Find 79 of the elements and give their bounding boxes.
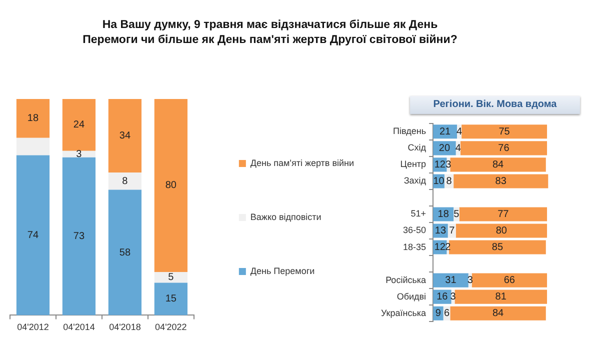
data-label: 7 (449, 226, 456, 237)
data-label: 21 (439, 126, 452, 138)
data-label: 18 (438, 208, 450, 220)
data-label: 5 (454, 208, 460, 220)
data-label: 16 (436, 292, 448, 303)
bar (108, 172, 142, 190)
data-label: 80 (496, 226, 508, 237)
bar (459, 207, 548, 222)
x-tick-label: 04'2012 (17, 322, 49, 332)
data-label: 75 (498, 126, 510, 138)
bar (460, 141, 548, 156)
x-tick-label: 04'2018 (109, 322, 141, 332)
data-label: 6 (444, 308, 450, 320)
bar (62, 150, 96, 158)
bar (462, 124, 548, 139)
bar (16, 138, 50, 156)
legend-label: День пам'яті жертв війни (250, 158, 354, 168)
x-tick-label: 04'2022 (155, 322, 187, 332)
data-label: 24 (73, 120, 85, 131)
bar (449, 240, 546, 254)
data-label: 20 (438, 142, 450, 154)
data-label: 76 (498, 142, 510, 154)
bar (16, 99, 50, 138)
y-tick-label: Південь (392, 126, 426, 136)
bar (62, 157, 96, 316)
bar (454, 174, 548, 188)
bar (16, 155, 50, 316)
data-label: 81 (495, 292, 507, 303)
bar (450, 158, 546, 172)
data-label: 84 (492, 308, 504, 320)
data-label: 34 (119, 130, 131, 142)
data-label: 84 (492, 159, 504, 170)
data-label: 8 (446, 176, 452, 187)
data-label: 8 (122, 176, 128, 187)
y-tick-label: Центр (400, 159, 426, 170)
data-label: 3 (76, 148, 82, 160)
bar (448, 224, 456, 238)
data-label: 12 (434, 242, 446, 254)
bar (154, 272, 188, 283)
y-tick-label: Російська (386, 274, 426, 285)
data-label: 18 (27, 113, 39, 124)
y-tick-label: Захід (404, 176, 427, 186)
chart-title: Регіони. Вік. Мова вдома (410, 96, 580, 114)
y-tick-label: Обидві (396, 291, 426, 302)
bar (62, 99, 96, 151)
y-tick-label: Українська (381, 308, 426, 318)
data-label: 58 (119, 247, 131, 258)
data-label: 5 (168, 272, 174, 284)
data-label: 74 (27, 230, 39, 241)
data-label: 31 (445, 275, 457, 286)
bar (454, 290, 548, 304)
data-label: 85 (492, 242, 504, 254)
legend-label: День Перемоги (250, 266, 315, 276)
data-label: 15 (165, 294, 177, 305)
data-label: 77 (498, 208, 510, 220)
data-label: 83 (495, 176, 507, 187)
data-label: 80 (165, 180, 177, 192)
data-label: 2 (445, 242, 452, 254)
bar (450, 306, 546, 320)
data-label: 66 (504, 275, 516, 286)
bar (108, 99, 142, 173)
legend-label: Важко відповісти (250, 212, 322, 222)
data-label: 12 (434, 159, 446, 170)
data-label: 13 (434, 226, 446, 237)
data-label: 73 (73, 231, 85, 242)
y-tick-label: Схід (408, 142, 427, 153)
y-tick-label: 18-35 (403, 242, 426, 252)
bar (433, 273, 468, 288)
bar (456, 224, 548, 238)
text: На Вашу думку, 9 травня має відзначатися більше як День Перемоги чи більше як День пам'яті жертв Другої світової війни? (82, 18, 458, 48)
bar (108, 190, 142, 316)
bar (472, 273, 548, 288)
y-tick-label: 51+ (410, 208, 426, 219)
bar (154, 99, 188, 272)
bar (154, 282, 188, 316)
y-tick-label: 36-50 (403, 225, 426, 236)
x-tick-label: 04'2014 (63, 322, 95, 332)
data-label: 9 (435, 308, 442, 320)
data-label: 10 (433, 176, 445, 187)
